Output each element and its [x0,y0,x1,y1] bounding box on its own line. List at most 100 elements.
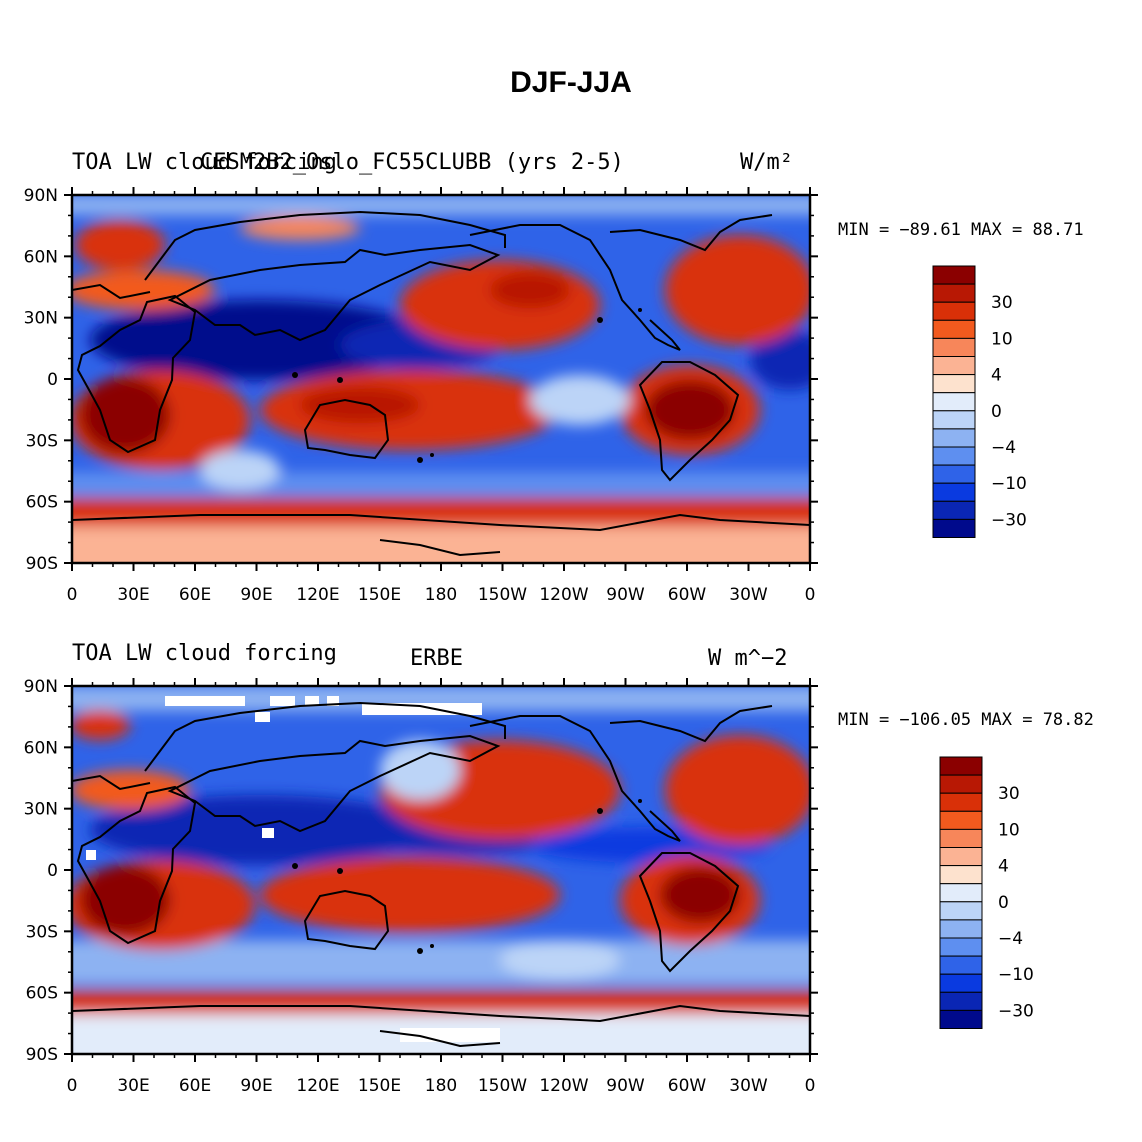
colorbar2-box [939,937,983,957]
lat-tick-label: 0 [47,370,58,390]
colorbar1-box [932,356,976,376]
colorbar2-box [939,774,983,794]
lat-tick-label: 30S [26,431,58,451]
lon-tick-label: 90W [606,585,645,605]
lat-tick-label: 60S [26,493,58,513]
panel2-left-title: TOA LW cloud forcing [72,641,337,666]
panel1-center-title: CESM2B2_Oslo_FC55CLUBB (yrs 2-5) [200,150,624,175]
figure-title: DJF-JJA [510,66,632,99]
lon-tick-label: 90E [240,1076,272,1096]
colorbar1-label: 0 [991,402,1002,422]
panel1-contour-field [72,195,810,563]
panel2-units: W m^−2 [708,646,788,671]
lat-tick-label: 60N [24,247,58,267]
colorbar1-box [932,265,976,285]
colorbar2-box [939,901,983,921]
lat-tick-label: 60S [26,984,58,1004]
panel1-left-title: TOA LW cloud forcing [72,150,337,175]
colorbar1-box [932,482,976,502]
colorbar2-box [939,883,983,903]
lon-tick-label: 60W [668,585,707,605]
colorbar2-label: −10 [998,965,1034,985]
lon-tick-label: 120E [296,585,339,605]
colorbar2-box [939,1009,983,1030]
colorbar2-box [939,810,983,830]
lat-tick-label: 90N [24,677,58,697]
lon-tick-label: 60E [179,585,211,605]
colorbar1-label: −30 [991,510,1027,530]
lat-tick-label: 30N [24,309,58,329]
lon-tick-label: 0 [67,585,78,605]
colorbar2-box [939,792,983,812]
lat-tick-label: 30N [24,800,58,820]
lon-tick-label: 150E [358,1076,401,1096]
colorbar2-box [939,828,983,849]
colorbar1-box [932,428,976,448]
lat-tick-label: 0 [47,861,58,881]
panel2-contour-field [72,686,810,1054]
panel1-min-max: MIN = −89.61 MAX = 88.71 [838,220,1084,240]
colorbar2-label: 0 [998,893,1009,913]
colorbar1-box [932,518,976,539]
colorbar2-label: 30 [998,784,1020,804]
colorbar1-box [932,410,976,430]
lon-tick-label: 60E [179,1076,211,1096]
colorbar1-label: 30 [991,293,1013,313]
panel2-islands [292,799,642,954]
lon-tick-label: 0 [805,1076,816,1096]
colorbar1-box [932,283,976,303]
lon-tick-label: 30W [729,585,768,605]
lon-tick-label: 180 [425,1076,457,1096]
lon-tick-label: 0 [805,585,816,605]
panel1-islands [292,308,642,463]
colorbar1-box [932,319,976,339]
colorbar2-label: 4 [998,857,1009,877]
lat-tick-label: 30S [26,922,58,942]
lat-tick-label: 60N [24,738,58,758]
colorbar1-box [932,374,976,394]
colorbar2-box [939,919,983,939]
panel1-map [72,195,810,563]
panel1-units: W/m² [740,150,793,175]
lon-tick-label: 150W [478,585,527,605]
colorbar2-label: 10 [998,820,1020,840]
lon-tick-label: 60W [668,1076,707,1096]
colorbar2-box [939,991,983,1011]
lat-tick-label: 90N [24,186,58,206]
colorbar2-box [939,973,983,993]
lon-tick-label: 120W [539,585,588,605]
lon-tick-label: 0 [67,1076,78,1096]
lon-tick-label: 150E [358,585,401,605]
colorbar2-box [939,865,983,885]
lon-tick-label: 150W [478,1076,527,1096]
colorbar1-box [932,464,976,484]
colorbar1-label: 10 [991,329,1013,349]
panel1-coastlines [72,210,810,557]
colorbar1-box [932,301,976,321]
colorbar2-label: −4 [998,929,1023,949]
lon-tick-label: 30W [729,1076,768,1096]
lat-tick-label: 90S [26,554,58,574]
panel2-map [72,686,810,1054]
panel2-min-max: MIN = −106.05 MAX = 78.82 [838,710,1094,730]
lon-tick-label: 30E [117,1076,149,1096]
lon-tick-label: 90E [240,585,272,605]
colorbar1-label: −10 [991,474,1027,494]
lon-tick-label: 90W [606,1076,645,1096]
lon-tick-label: 30E [117,585,149,605]
colorbar1-label: 4 [991,366,1002,386]
colorbar1-box [932,500,976,520]
colorbar1-label: −4 [991,438,1016,458]
panel2-center-title: ERBE [410,646,463,671]
lon-tick-label: 180 [425,585,457,605]
lon-tick-label: 120E [296,1076,339,1096]
colorbar1-box [932,392,976,412]
lat-tick-label: 90S [26,1045,58,1065]
colorbar1-box [932,337,976,357]
lon-tick-label: 120W [539,1076,588,1096]
colorbar2-box [939,847,983,867]
colorbar2-box [939,955,983,975]
colorbar2-box [939,756,983,776]
colorbar1-box [932,446,976,466]
